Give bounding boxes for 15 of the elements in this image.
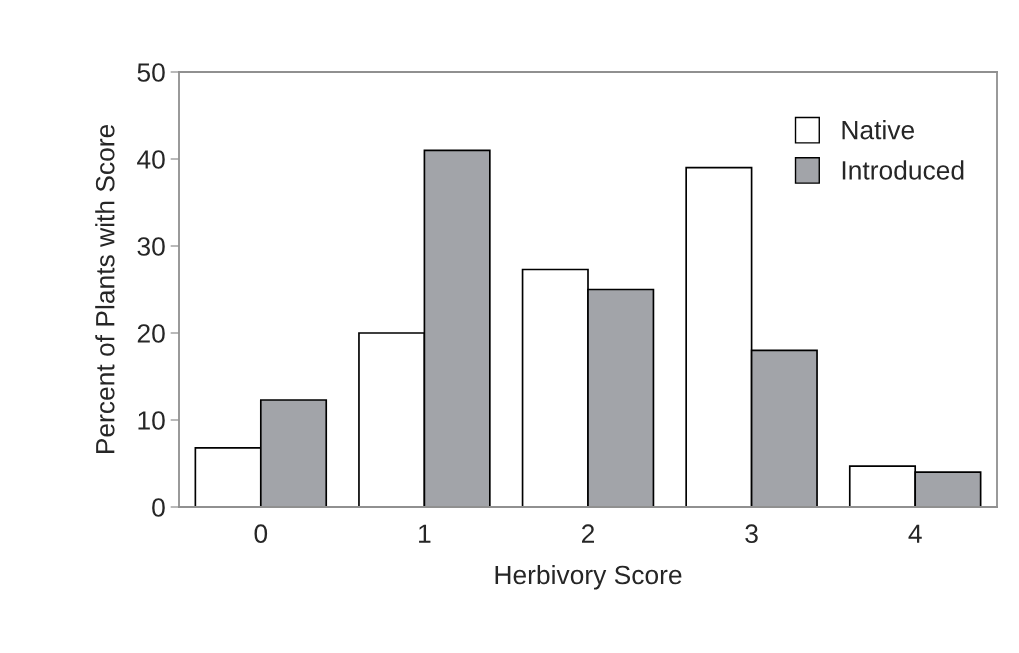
x-tick-label: 2 — [581, 524, 595, 543]
y-tick-label: 30 — [137, 237, 165, 256]
y-tick-label: 50 — [137, 63, 165, 82]
x-tick-label: 4 — [908, 524, 922, 543]
legend-label: Introduced — [842, 160, 964, 180]
y-tick-label: 40 — [137, 150, 165, 169]
y-tick-label: 10 — [138, 411, 165, 430]
x-tick-label: 1 — [419, 524, 431, 543]
x-tick-label: 3 — [745, 524, 758, 544]
y-axis-title: Percent of Plants with Score — [95, 124, 115, 454]
x-axis-title: Herbivory Score — [495, 564, 682, 590]
legend-label: Native — [842, 120, 914, 140]
x-tick-label: 0 — [254, 524, 268, 544]
y-tick-label: 20 — [137, 324, 165, 343]
y-tick-label: 0 — [152, 498, 165, 517]
